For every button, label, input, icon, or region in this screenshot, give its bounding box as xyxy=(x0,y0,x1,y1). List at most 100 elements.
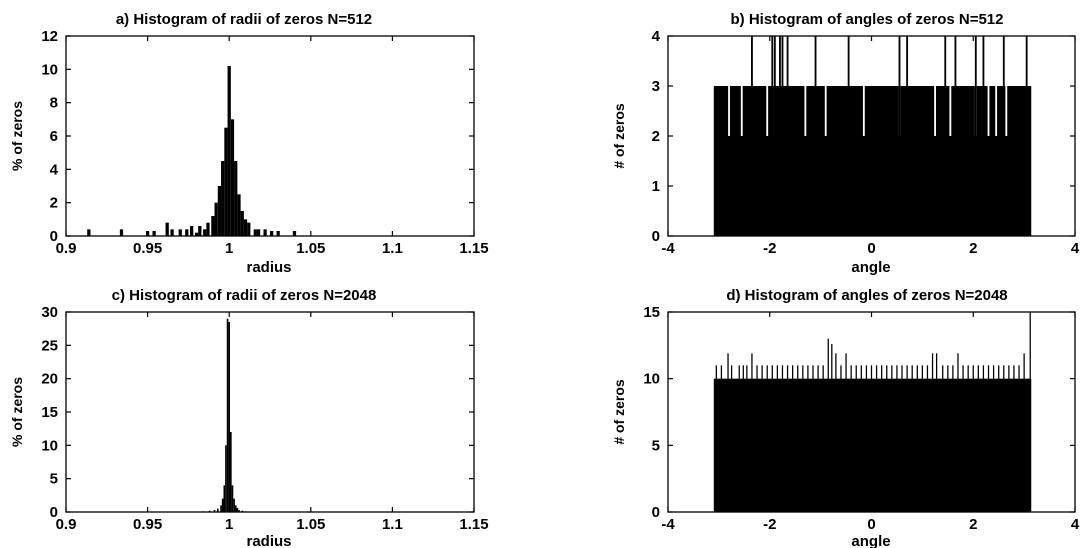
x-tick-label: 1.05 xyxy=(296,240,325,257)
y-tick-label: 6 xyxy=(50,128,58,145)
histogram-bar xyxy=(243,219,248,236)
histogram-spike xyxy=(1029,312,1031,512)
histogram-spike xyxy=(931,353,934,512)
x-tick-label: 4 xyxy=(1071,240,1080,257)
histogram-bar xyxy=(87,229,91,236)
panel-c: c) Histogram of radii of zeros N=2048 % … xyxy=(9,287,489,548)
histogram-spike xyxy=(906,365,908,512)
histogram-spike xyxy=(771,365,773,512)
histogram-spike xyxy=(974,36,977,236)
histogram-spike xyxy=(1003,365,1005,512)
histogram-spike xyxy=(847,36,850,236)
y-tick-label: 20 xyxy=(41,371,58,388)
y-tick-label: 0 xyxy=(652,504,660,521)
x-tick-label: 1 xyxy=(225,516,233,533)
histogram-spike xyxy=(840,365,842,512)
histogram-bar xyxy=(234,505,237,512)
panel-b-plot: -4 -2 0 2 4 0 1 2 3 4 xyxy=(652,28,1080,257)
histogram-spike xyxy=(896,365,898,512)
x-tick-label: 1.1 xyxy=(382,516,403,533)
histogram-bar xyxy=(240,211,244,236)
panel-d-ylabel: # of zeros xyxy=(611,379,627,445)
y-tick-label: 2 xyxy=(652,128,660,145)
histogram-spike xyxy=(886,365,888,512)
x-tick-label: 1 xyxy=(225,240,233,257)
histogram-bar xyxy=(198,226,202,236)
histogram-spike xyxy=(812,365,814,512)
histogram-spike xyxy=(738,365,740,512)
histogram-spike xyxy=(875,365,878,512)
histogram-spike xyxy=(881,365,883,512)
y-tick-label: 3 xyxy=(652,78,660,95)
histogram-spike xyxy=(802,365,804,512)
panel-d-title: d) Histogram of angles of zeros N=2048 xyxy=(726,287,1007,304)
y-tick-label: 2 xyxy=(50,195,58,212)
histogram-dip xyxy=(862,86,865,136)
histogram-bar xyxy=(263,229,267,236)
y-tick-label: 30 xyxy=(41,304,58,321)
histogram-bar xyxy=(237,194,241,236)
histogram-bar xyxy=(236,508,239,512)
y-tick-label: 1 xyxy=(652,178,660,195)
panel-c-title: c) Histogram of radii of zeros N=2048 xyxy=(112,287,377,304)
histogram-bar xyxy=(217,186,222,236)
panel-a-title: a) Histogram of radii of zeros N=512 xyxy=(116,11,372,28)
panel-d-xlabel: angle xyxy=(851,533,890,548)
panel-d-plot: -4 -2 0 2 4 0 5 10 15 xyxy=(643,304,1080,533)
histogram-bar xyxy=(165,222,169,236)
histogram-spike xyxy=(827,338,829,512)
histogram-spike xyxy=(776,365,779,512)
y-tick-label: 5 xyxy=(50,471,58,488)
histogram-bar xyxy=(231,485,234,512)
histogram-spike xyxy=(1002,36,1005,236)
histogram-spike xyxy=(817,365,819,512)
histogram-bar xyxy=(221,161,225,236)
x-tick-label: -4 xyxy=(661,240,675,257)
histogram-dip xyxy=(766,86,769,136)
y-tick-label: 10 xyxy=(643,371,660,388)
y-tick-label: 10 xyxy=(41,437,58,454)
histogram-bar xyxy=(178,229,182,236)
histogram-bar xyxy=(214,202,218,236)
y-tick-label: 4 xyxy=(652,28,661,45)
histogram-spike xyxy=(954,36,957,236)
histogram-bar xyxy=(185,229,189,236)
histogram-spike xyxy=(751,36,753,236)
histogram-bar xyxy=(221,498,224,512)
histogram-dip xyxy=(987,86,990,136)
panel-b-xlabel: angle xyxy=(851,259,890,276)
panel-b-ylabel: # of zeros xyxy=(611,103,627,169)
y-tick-label: 10 xyxy=(41,61,58,78)
bars xyxy=(87,66,297,236)
x-tick-label: 1.15 xyxy=(459,240,488,257)
x-tick-label: 2 xyxy=(969,240,977,257)
histogram-bar xyxy=(194,232,199,236)
histogram-bar xyxy=(247,222,251,236)
x-tick-label: 0.95 xyxy=(133,516,162,533)
histogram-spike xyxy=(898,36,901,236)
histogram-bar xyxy=(227,66,231,236)
histogram-bar xyxy=(225,445,227,512)
histogram-bar xyxy=(208,510,211,512)
histogram-spike xyxy=(957,353,959,512)
x-tick-label: 1.05 xyxy=(296,516,325,533)
panel-a: a) Histogram of radii of zeros N=512 % o… xyxy=(9,11,489,276)
histogram-spike xyxy=(998,365,1000,512)
histogram-spike xyxy=(982,365,985,512)
histogram-spike xyxy=(935,353,938,512)
histogram-bar xyxy=(234,161,238,236)
histogram-spike xyxy=(822,365,824,512)
histogram-spike xyxy=(742,365,744,512)
histogram-bar xyxy=(228,322,231,512)
histogram-bar xyxy=(276,231,280,236)
histogram-spike xyxy=(855,365,857,512)
bars xyxy=(202,318,247,512)
histogram-spike xyxy=(781,365,784,512)
bars xyxy=(713,36,1032,236)
y-tick-label: 15 xyxy=(643,304,660,321)
histogram-spike xyxy=(967,365,969,512)
histogram-bar xyxy=(226,318,229,512)
histogram-spike xyxy=(845,353,847,512)
panel-c-xlabel: radius xyxy=(246,533,291,548)
histogram-spike xyxy=(987,365,990,512)
